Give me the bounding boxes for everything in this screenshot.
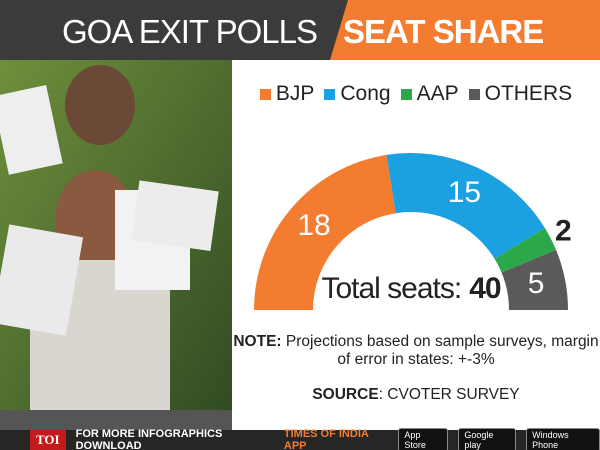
header-accent — [330, 0, 600, 60]
legend: BJP Cong AAP OTHERS — [232, 82, 600, 106]
data-label: 15 — [448, 176, 481, 209]
legend-swatch — [259, 88, 271, 100]
legend-swatch — [468, 88, 480, 100]
total-label: Total seats: — [321, 272, 461, 305]
source-text: : CVOTER SURVEY — [378, 386, 520, 403]
segment — [501, 249, 568, 310]
windows-badge[interactable]: Windows Phone — [526, 428, 600, 450]
segment — [386, 153, 545, 259]
data-label: 18 — [297, 209, 330, 242]
legend-label: AAP — [416, 82, 459, 105]
note-text: Projections based on sample surveys, mar… — [285, 333, 599, 368]
total-value: 40 — [469, 272, 501, 305]
note-label: NOTE: — [233, 333, 282, 350]
legend-swatch — [400, 88, 412, 100]
note: NOTE: Projections based on sample survey… — [232, 333, 600, 369]
app-store-badge[interactable]: App Store — [398, 428, 449, 450]
chart-title: GOA EXIT POLLS — [62, 13, 318, 50]
legend-swatch — [324, 88, 336, 100]
legend-item: BJP — [259, 82, 315, 106]
google-play-badge[interactable]: Google play — [458, 428, 517, 450]
legend-item: Cong — [324, 82, 391, 106]
segment — [494, 227, 557, 273]
chart-subtitle: SEAT SHARE — [343, 13, 544, 50]
data-label: 2 — [555, 214, 572, 247]
legend-label: OTHERS — [484, 82, 573, 105]
data-label: 5 — [528, 267, 545, 300]
legend-label: Cong — [340, 82, 391, 105]
photo — [0, 60, 232, 430]
legend-label: BJP — [275, 82, 315, 105]
footer: TOI FOR MORE INFOGRAPHICS DOWNLOAD TIMES… — [0, 428, 600, 450]
legend-item: OTHERS — [468, 82, 573, 106]
logo: TOI — [30, 430, 66, 450]
chart: 18 15 25 Total seats: 40 — [254, 153, 572, 310]
legend-item: AAP — [400, 82, 459, 106]
segment — [254, 154, 396, 310]
footer-text: FOR MORE INFOGRAPHICS DOWNLOAD — [75, 428, 223, 450]
footer-app: TIMES OF INDIA APP — [283, 428, 369, 450]
source-label: SOURCE — [312, 386, 379, 403]
source: SOURCE: CVOTER SURVEY — [232, 386, 600, 404]
total: Total seats: 40 — [321, 272, 500, 305]
